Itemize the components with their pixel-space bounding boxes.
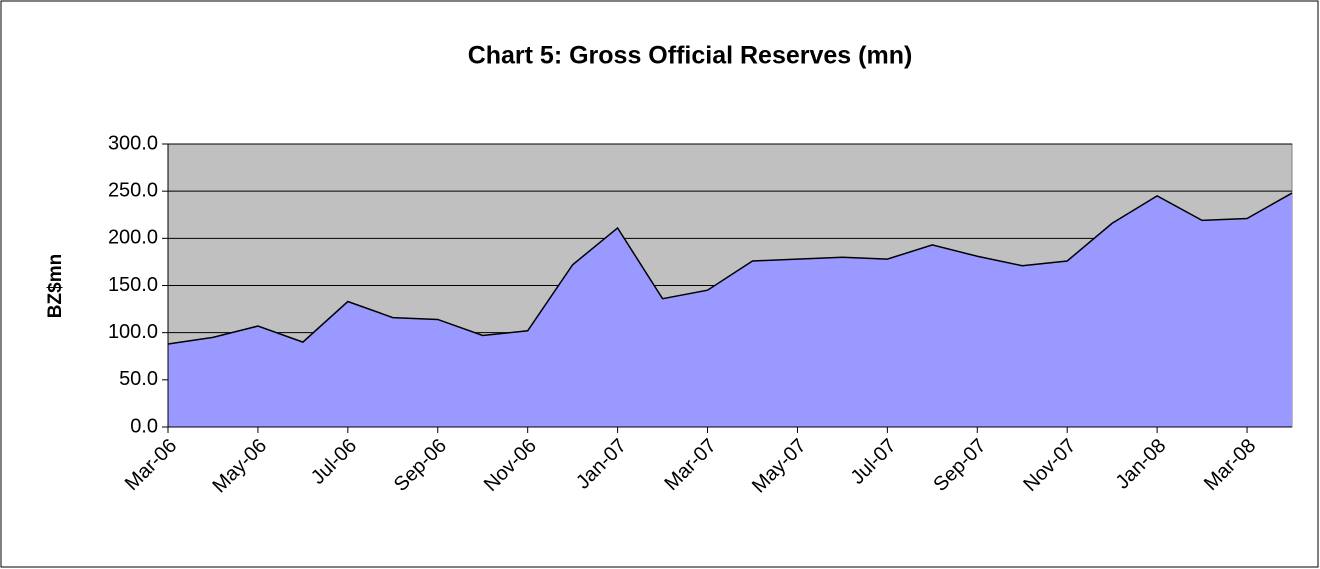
- y-tick-label: 200.0: [108, 227, 158, 249]
- y-tick-label: 50.0: [119, 368, 158, 390]
- y-tick-label: 0.0: [130, 415, 158, 437]
- y-tick-label: 100.0: [108, 321, 158, 343]
- y-tick-label: 150.0: [108, 274, 158, 296]
- chart-title: Chart 5: Gross Official Reserves (mn): [468, 42, 913, 70]
- y-tick-label: 250.0: [108, 179, 158, 201]
- y-axis-label: BZ$mn: [45, 254, 66, 318]
- area-outline: [167, 192, 1293, 345]
- area: [168, 193, 1292, 427]
- y-tick-label: 300.0: [108, 132, 158, 154]
